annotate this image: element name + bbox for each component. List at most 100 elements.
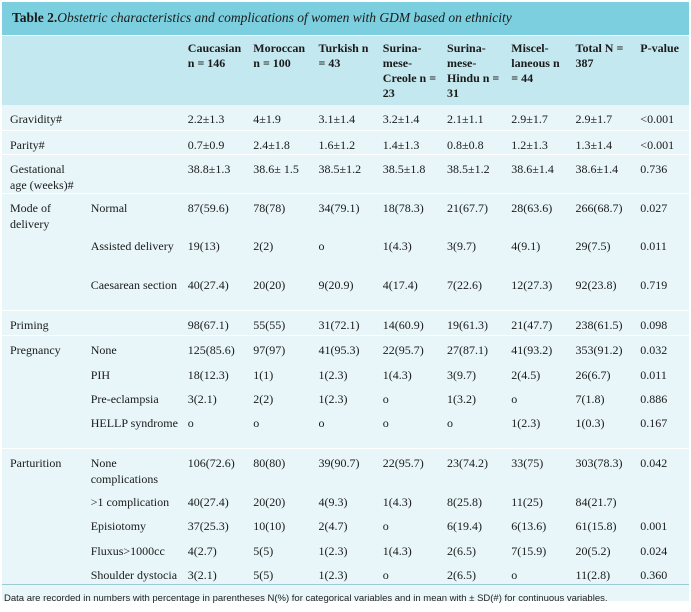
table-cell: 14(60.9) bbox=[378, 310, 444, 336]
header-cell: Total N = 387 bbox=[571, 36, 637, 105]
header-row: Caucasian n = 146 Moroccan n = 100 Turki… bbox=[2, 36, 689, 105]
table-cell: 18(12.3) bbox=[183, 360, 250, 385]
table-row: Parity# 0.7±0.9 2.4±1.8 1.6±1.2 1.4±1.3 0.8±0… bbox=[2, 130, 689, 155]
table-cell: 1.3±1.4 bbox=[571, 130, 637, 155]
table-cell: 0.167 bbox=[636, 408, 689, 449]
table-cell: 1(4.3) bbox=[378, 536, 444, 561]
table-cell: 0.027 bbox=[636, 193, 689, 232]
table-cell: 11(25) bbox=[507, 487, 572, 512]
row-group-label: Mode of delivery bbox=[2, 193, 87, 232]
table-title: Table 2.Obstetric characteristics and co… bbox=[12, 10, 512, 26]
table-cell: 23(74.2) bbox=[443, 448, 508, 488]
table-cell: 5(5) bbox=[249, 536, 315, 561]
table-cell: 2(4.7) bbox=[314, 511, 379, 537]
table-cell: 1.6±1.2 bbox=[314, 130, 379, 155]
table-cell: 39(90.7) bbox=[314, 448, 379, 488]
table-cell: 87(59.6) bbox=[183, 193, 250, 232]
header-cell: P-value bbox=[636, 36, 689, 105]
row-group-label bbox=[2, 536, 87, 561]
row-sub-label: Episiotomy bbox=[86, 511, 184, 537]
table-cell: o bbox=[443, 408, 508, 449]
table-cell: 238(61.5) bbox=[571, 310, 637, 336]
row-sub-label: Normal bbox=[86, 193, 184, 232]
table-cell: 26(6.7) bbox=[571, 360, 637, 385]
row-group-label bbox=[2, 408, 87, 449]
table-cell: 31(72.1) bbox=[314, 310, 379, 336]
row-sub-label: Assisted delivery bbox=[86, 231, 184, 271]
table-cell: 28(63.6) bbox=[507, 193, 572, 232]
table-cell: <0.001 bbox=[636, 130, 689, 155]
table-cell: 22(95.7) bbox=[378, 335, 444, 361]
table-cell bbox=[636, 487, 689, 512]
table-cell: 27(87.1) bbox=[443, 335, 508, 361]
table-cell: 125(85.6) bbox=[183, 335, 250, 361]
table-cell: 2.4±1.8 bbox=[249, 130, 315, 155]
table-cell: 38.5±1.8 bbox=[378, 154, 444, 194]
table-cell: 2.2±1.3 bbox=[183, 105, 250, 131]
table-cell: 1(2.3) bbox=[314, 360, 379, 385]
table-cell: 1(2.3) bbox=[507, 408, 572, 449]
row-sub-label: >1 complication bbox=[86, 487, 184, 512]
table-row: Caesarean section 40(27.4) 20(20) 9(20.9) 4(… bbox=[2, 270, 689, 311]
table-cell: 38.8±1.3 bbox=[183, 154, 250, 194]
row-sub-label: None bbox=[86, 335, 184, 361]
row-group-label bbox=[2, 231, 87, 271]
table-cell: 3(9.7) bbox=[443, 231, 508, 271]
table-cell: 1(3.2) bbox=[443, 384, 508, 409]
table-cell: 4(9.3) bbox=[314, 487, 379, 512]
header-cell: Miscel-laneous n = 44 bbox=[507, 36, 572, 105]
table-row: Episiotomy 37(25.3) 10(10) 2(4.7) o 6(19.4) 6(… bbox=[2, 511, 689, 537]
table-cell: 1(2.3) bbox=[314, 384, 379, 409]
row-group-label bbox=[2, 487, 87, 512]
table-body: Gravidity# 2.2±1.3 4±1.9 3.1±1.4 3.2±1.4 2.1±… bbox=[2, 105, 689, 601]
table-cell: 2.1±1.1 bbox=[443, 105, 508, 131]
table-cell: o bbox=[378, 511, 444, 537]
header-cell: Surina-mese-Hindu n = 31 bbox=[443, 36, 508, 105]
table-cell: 61(15.8) bbox=[571, 511, 637, 537]
row-sub-label bbox=[86, 130, 184, 155]
row-group-label: Parturition bbox=[2, 448, 87, 488]
table-cell: 20(20) bbox=[249, 270, 315, 311]
row-group-label: Gestational age (weeks)# bbox=[2, 154, 87, 194]
table-cell: 2.9±1.7 bbox=[571, 105, 637, 131]
table-cell: 1(4.3) bbox=[378, 231, 444, 271]
table-cell: 40(27.4) bbox=[183, 487, 250, 512]
table-cell: 38.5±1.2 bbox=[443, 154, 508, 194]
row-group-label bbox=[2, 511, 87, 537]
table-cell: 38.6±1.4 bbox=[507, 154, 572, 194]
row-sub-label bbox=[86, 310, 184, 336]
table-row: HELLP syndrome o o o o o 1(2.3) 1(0.3) 0.167 bbox=[2, 408, 689, 449]
table-cell: 2(6.5) bbox=[443, 560, 508, 601]
row-sub-label: Shoulder dystocia bbox=[86, 560, 184, 601]
row-group-label bbox=[2, 360, 87, 385]
table-cell: 5(5) bbox=[249, 560, 315, 601]
row-group-label: Parity# bbox=[2, 130, 87, 155]
table-cell: 1(2.3) bbox=[314, 560, 379, 601]
table-cell: 3(2.1) bbox=[183, 384, 250, 409]
table-cell: 37(25.3) bbox=[183, 511, 250, 537]
table-cell: o bbox=[183, 408, 250, 449]
table-cell: 55(55) bbox=[249, 310, 315, 336]
table-cell: 9(20.9) bbox=[314, 270, 379, 311]
table-cell: 1(1) bbox=[249, 360, 315, 385]
table-cell: 2(4.5) bbox=[507, 360, 572, 385]
table-cell: 0.736 bbox=[636, 154, 689, 194]
header-cell: Caucasian n = 146 bbox=[183, 36, 250, 105]
table-cell: o bbox=[378, 384, 444, 409]
header-cell: Moroccan n = 100 bbox=[249, 36, 315, 105]
table-row: Gravidity# 2.2±1.3 4±1.9 3.1±1.4 3.2±1.4 2.1±… bbox=[2, 105, 689, 131]
table-row: Mode of delivery Normal 87(59.6) 78(78) 34(7… bbox=[2, 193, 689, 232]
table-row: Gestational age (weeks)# 38.8±1.3 38.6± 1.… bbox=[2, 154, 689, 194]
table-cell: 4±1.9 bbox=[249, 105, 315, 131]
table-cell: 3.2±1.4 bbox=[378, 105, 444, 131]
row-sub-label: Fluxus>1000cc bbox=[86, 536, 184, 561]
table-row: Pre-eclampsia 3(2.1) 2(2) 1(2.3) o 1(3.2) o 7(1… bbox=[2, 384, 689, 409]
table-cell: 2.9±1.7 bbox=[507, 105, 572, 131]
table-cell: 4(17.4) bbox=[378, 270, 444, 311]
table-footnote: Data are recorded in numbers with percen… bbox=[4, 593, 608, 604]
table-cell: 0.011 bbox=[636, 360, 689, 385]
table-cell: 2(2) bbox=[249, 384, 315, 409]
table-cell: 3(2.1) bbox=[183, 560, 250, 601]
row-sub-label: None complications bbox=[86, 448, 184, 488]
